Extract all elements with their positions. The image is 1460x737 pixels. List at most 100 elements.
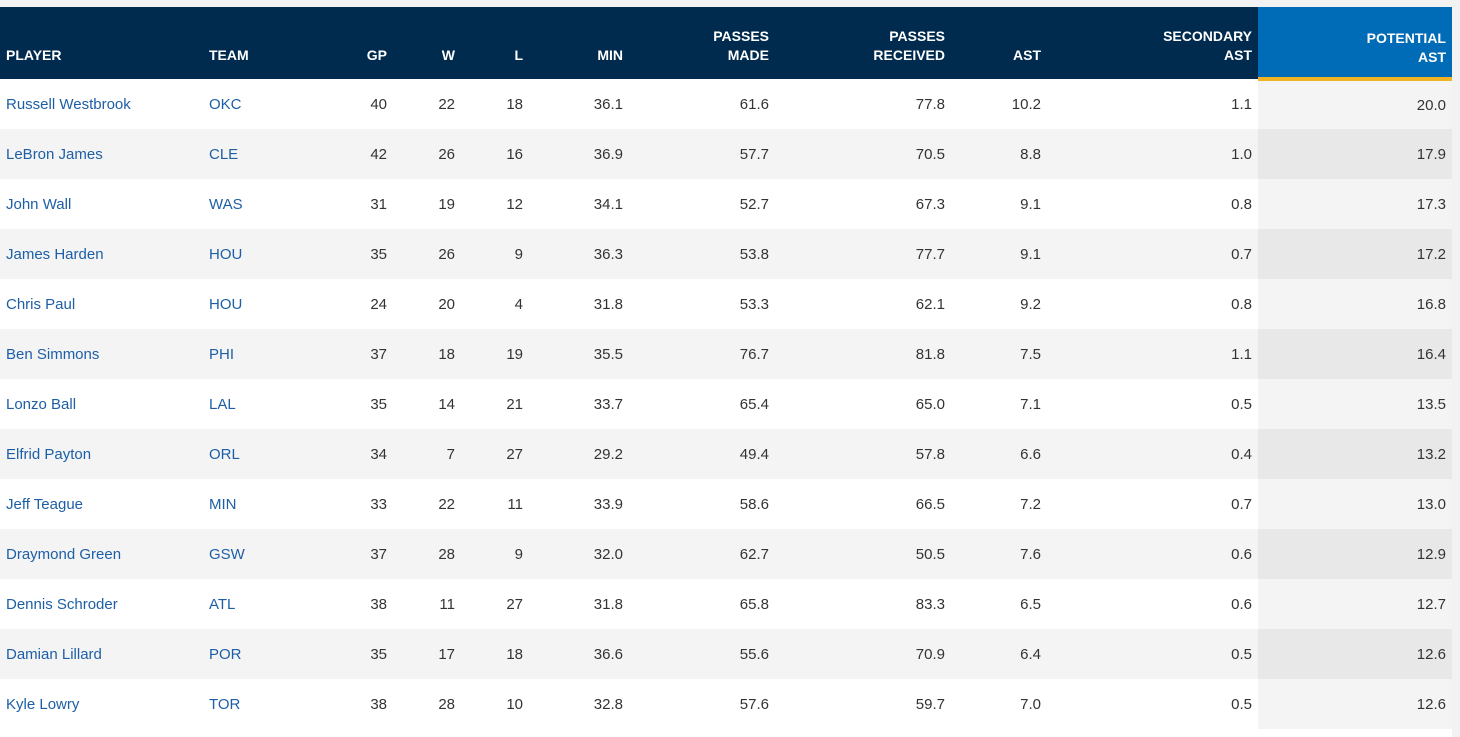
cell-secondary-ast: 0.7 (1047, 479, 1258, 529)
cell-ast: 7.6 (951, 529, 1047, 579)
cell-value: 53.3 (739, 295, 769, 313)
cell-value: 16.4 (1416, 345, 1446, 363)
team-link[interactable]: POR (209, 645, 242, 663)
cell-gp: 37 (313, 529, 393, 579)
column-header-ast[interactable]: AST (951, 7, 1047, 79)
column-header-passes-received[interactable]: PASSES RECEIVED (775, 7, 951, 79)
cell-value: 9 (514, 545, 523, 563)
team-link[interactable]: CLE (209, 145, 239, 163)
cell-team: GSW (203, 529, 313, 579)
player-link[interactable]: LeBron James (6, 145, 103, 163)
column-header-min[interactable]: MIN (529, 7, 629, 79)
cell-team: POR (203, 629, 313, 679)
cell-value: 9.2 (1020, 295, 1041, 313)
column-header-secondary-ast[interactable]: SECONDARY AST (1047, 7, 1258, 79)
team-link[interactable]: ATL (209, 595, 236, 613)
cell-player: LeBron James (0, 129, 203, 179)
player-link[interactable]: Kyle Lowry (6, 695, 80, 713)
cell-value: 33.7 (593, 395, 623, 413)
team-link[interactable]: MIN (209, 495, 237, 513)
cell-w: 22 (393, 79, 461, 129)
cell-team: ORL (203, 429, 313, 479)
scrollbar-track[interactable] (1452, 7, 1460, 737)
cell-value: 0.4 (1231, 445, 1252, 463)
cell-passes-received: 77.8 (775, 79, 951, 129)
cell-value: 35 (370, 245, 387, 263)
player-link[interactable]: Ben Simmons (6, 345, 100, 363)
cell-ast: 7.0 (951, 679, 1047, 729)
cell-value: 24 (370, 295, 387, 313)
cell-value: 6.6 (1020, 445, 1041, 463)
cell-value: 17.3 (1416, 195, 1446, 213)
cell-gp: 35 (313, 629, 393, 679)
column-header-label: POTENTIAL AST (1366, 30, 1446, 65)
cell-gp: 42 (313, 129, 393, 179)
cell-passes-made: 57.7 (629, 129, 775, 179)
player-link[interactable]: Lonzo Ball (6, 395, 77, 413)
cell-potential-ast: 17.9 (1258, 129, 1452, 179)
column-header-w[interactable]: W (393, 7, 461, 79)
player-link[interactable]: Dennis Schroder (6, 595, 118, 613)
column-header-l[interactable]: L (461, 7, 529, 79)
column-header-potential-ast[interactable]: POTENTIAL AST (1258, 7, 1452, 81)
table-row: LeBron James CLE 42 26 16 36.9 57.7 70.5 8.8 1.0 1… (0, 129, 1452, 179)
cell-min: 31.8 (529, 579, 629, 629)
team-link[interactable]: WAS (209, 195, 243, 213)
cell-player: John Wall (0, 179, 203, 229)
table-row: Ben Simmons PHI 37 18 19 35.5 76.7 81.8 7.5 1.1 16… (0, 329, 1452, 379)
cell-l: 10 (461, 679, 529, 729)
table-row: Lonzo Ball LAL 35 14 21 33.7 65.4 65.0 7.1 0.5 13.… (0, 379, 1452, 429)
player-link[interactable]: Elfrid Payton (6, 445, 92, 463)
column-header-passes-made[interactable]: PASSES MADE (629, 7, 775, 79)
team-link[interactable]: HOU (209, 295, 243, 313)
cell-value: 4 (514, 295, 523, 313)
cell-team: OKC (203, 79, 313, 129)
cell-w: 11 (393, 579, 461, 629)
cell-gp: 40 (313, 79, 393, 129)
cell-value: 7.2 (1020, 495, 1041, 513)
cell-value: 59.7 (915, 695, 945, 713)
cell-value: 36.6 (593, 645, 623, 663)
column-header-label: PASSES MADE (713, 28, 769, 63)
cell-team: TOR (203, 679, 313, 729)
player-link[interactable]: James Harden (6, 245, 104, 263)
cell-value: 62.1 (915, 295, 945, 313)
cell-value: 1.1 (1231, 95, 1252, 113)
cell-potential-ast: 17.3 (1258, 179, 1452, 229)
cell-secondary-ast: 1.0 (1047, 129, 1258, 179)
cell-passes-received: 62.1 (775, 279, 951, 329)
cell-value: 10.2 (1011, 95, 1041, 113)
cell-player: Kyle Lowry (0, 679, 203, 729)
team-link[interactable]: ORL (209, 445, 240, 463)
player-link[interactable]: Russell Westbrook (6, 95, 131, 113)
team-link[interactable]: GSW (209, 545, 245, 563)
cell-value: 32.8 (593, 695, 623, 713)
team-link[interactable]: PHI (209, 345, 235, 363)
table-body: Russell Westbrook OKC 40 22 18 36.1 61.6 77.8 10… (0, 79, 1452, 729)
cell-passes-received: 77.7 (775, 229, 951, 279)
cell-value: 65.8 (739, 595, 769, 613)
team-link[interactable]: TOR (209, 695, 241, 713)
cell-gp: 33 (313, 479, 393, 529)
cell-min: 31.8 (529, 279, 629, 329)
cell-value: 6.5 (1020, 595, 1041, 613)
player-link[interactable]: Draymond Green (6, 545, 122, 563)
cell-player: Ben Simmons (0, 329, 203, 379)
team-link[interactable]: HOU (209, 245, 243, 263)
column-header-player[interactable]: PLAYER (0, 7, 203, 79)
cell-ast: 7.2 (951, 479, 1047, 529)
player-link[interactable]: Damian Lillard (6, 645, 102, 663)
cell-value: 57.8 (915, 445, 945, 463)
team-link[interactable]: LAL (209, 395, 236, 413)
cell-value: 12.9 (1416, 545, 1446, 563)
player-link[interactable]: Jeff Teague (6, 495, 84, 513)
column-header-gp[interactable]: GP (313, 7, 393, 79)
cell-value: 65.4 (739, 395, 769, 413)
cell-value: 7 (446, 445, 455, 463)
team-link[interactable]: OKC (209, 95, 242, 113)
cell-min: 36.1 (529, 79, 629, 129)
column-header-team[interactable]: TEAM (203, 7, 313, 79)
player-link[interactable]: John Wall (6, 195, 72, 213)
cell-potential-ast: 12.7 (1258, 579, 1452, 629)
player-link[interactable]: Chris Paul (6, 295, 76, 313)
